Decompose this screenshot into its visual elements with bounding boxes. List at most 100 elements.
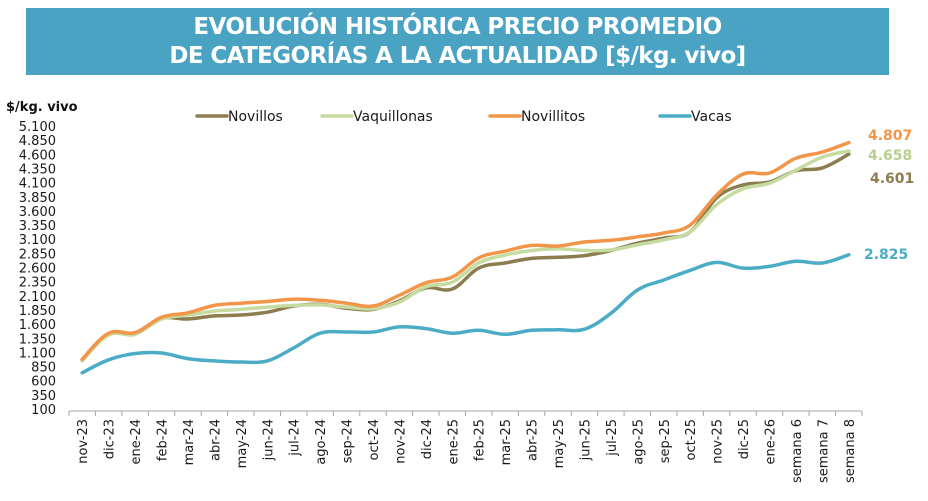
data-point-vacas	[160, 351, 163, 354]
y-tick-label: 100	[31, 403, 56, 418]
series-line-novillitos	[80, 140, 851, 361]
x-tick-label: ene-24	[129, 419, 144, 464]
x-tick-label: mar-24	[182, 419, 197, 465]
data-point-vaquillonas	[398, 301, 401, 304]
x-tick-label: ago-25	[631, 419, 646, 465]
data-point-vacas	[715, 261, 718, 264]
data-point-novillitos	[689, 224, 692, 227]
data-point-vacas	[689, 269, 692, 272]
data-point-novillitos	[794, 157, 797, 160]
chart-title-banner: EVOLUCIÓN HISTÓRICA PRECIO PROMEDIO DE C…	[26, 8, 889, 75]
data-point-vaquillonas	[319, 303, 322, 306]
end-label-novillos: 4.601	[870, 171, 914, 187]
x-tick-label: dic-25	[737, 419, 752, 459]
y-tick-label: 3.100	[19, 233, 56, 248]
data-point-vacas	[134, 352, 137, 355]
data-point-vaquillonas	[504, 254, 507, 257]
data-point-vaquillonas	[292, 304, 295, 307]
x-tick-label: nov-23	[76, 419, 91, 464]
data-point-novillitos	[134, 331, 137, 334]
data-point-vaquillonas	[794, 169, 797, 172]
y-tick-label: 600	[31, 375, 56, 390]
data-point-vacas	[266, 359, 269, 362]
data-point-novillos	[213, 314, 216, 317]
chart-title-line-2: DE CATEGORÍAS A LA ACTUALIDAD [$/kg. viv…	[169, 42, 746, 69]
data-point-vaquillonas	[345, 306, 348, 309]
x-tick-label: jun-25	[578, 419, 593, 461]
series-lines	[80, 140, 851, 375]
x-tick-label: abr-25	[526, 419, 541, 461]
data-point-novillos	[239, 314, 242, 317]
data-point-vacas	[847, 253, 850, 256]
end-label-vaquillonas: 4.658	[868, 148, 912, 164]
data-point-vaquillonas	[424, 285, 427, 288]
legend-label-vacas: Vacas	[691, 109, 732, 125]
data-point-vacas	[81, 371, 84, 374]
end-value-labels: 4.601 4.658 4.807 2.825	[864, 128, 914, 263]
data-point-vacas	[292, 346, 295, 349]
x-tick-label: semana 6	[790, 419, 805, 483]
y-tick-label: 3.350	[19, 219, 56, 234]
data-point-vaquillonas	[451, 281, 454, 284]
x-tick-label: nov-24	[393, 419, 408, 464]
data-point-novillos	[821, 166, 824, 169]
legend-label-novillos: Novillos	[228, 109, 283, 125]
data-point-novillitos	[186, 311, 189, 314]
data-point-vaquillonas	[662, 238, 665, 241]
data-point-vacas	[821, 261, 824, 264]
x-tick-label: ago-24	[314, 419, 329, 465]
x-tick-label: oct-24	[367, 419, 382, 460]
data-point-vacas	[504, 333, 507, 336]
data-point-novillos	[477, 267, 480, 270]
y-axis: 1003506008501.1001.3501.6001.8502.1002.3…	[19, 120, 56, 418]
x-tick-label: may-25	[552, 419, 567, 468]
legend: Novillos Vaquillonas Novillitos Vacas	[195, 109, 732, 125]
x-tick-label: may-24	[235, 419, 250, 468]
data-point-vaquillonas	[239, 308, 242, 311]
data-point-novillitos	[847, 141, 850, 144]
series-line-novillos	[80, 152, 851, 363]
data-point-novillitos	[768, 171, 771, 174]
data-point-vaquillonas	[689, 230, 692, 233]
y-tick-label: 4.350	[19, 162, 56, 177]
chart-title-line-1: EVOLUCIÓN HISTÓRICA PRECIO PROMEDIO	[193, 13, 722, 40]
data-point-vacas	[451, 332, 454, 335]
data-point-vacas	[186, 357, 189, 360]
x-tick-label: mar-25	[499, 419, 514, 465]
data-point-vacas	[477, 329, 480, 332]
data-point-vacas	[662, 278, 665, 281]
data-point-novillos	[186, 318, 189, 321]
y-tick-label: 3.600	[19, 205, 56, 220]
data-point-vacas	[768, 265, 771, 268]
data-point-vacas	[742, 267, 745, 270]
data-point-vacas	[424, 327, 427, 330]
x-tick-label: feb-24	[156, 419, 171, 461]
data-point-vacas	[794, 260, 797, 263]
y-tick-label: 1.100	[19, 346, 56, 361]
data-point-novillitos	[742, 173, 745, 176]
data-point-novillos	[742, 183, 745, 186]
data-point-vaquillonas	[847, 150, 850, 153]
data-point-novillitos	[636, 235, 639, 238]
data-point-novillitos	[477, 256, 480, 259]
x-tick-label: feb-25	[473, 419, 488, 461]
y-tick-label: 2.100	[19, 290, 56, 305]
x-tick-label: ene-25	[446, 419, 461, 464]
x-tick-label: ene-26	[763, 419, 778, 464]
data-point-novillitos	[319, 299, 322, 302]
data-point-vaquillonas	[266, 306, 269, 309]
data-point-novillitos	[266, 300, 269, 303]
data-point-vaquillonas	[609, 248, 612, 251]
data-point-novillitos	[398, 294, 401, 297]
x-tick-label: dic-23	[103, 419, 118, 459]
data-point-novillos	[530, 257, 533, 260]
x-tick-label: nov-25	[711, 419, 726, 464]
legend-label-novillitos: Novillitos	[521, 109, 585, 125]
data-point-novillitos	[530, 244, 533, 247]
data-point-vacas	[557, 328, 560, 331]
x-tick-label: semana 7	[816, 419, 831, 483]
series-line-vaquillonas	[80, 149, 851, 363]
data-point-novillitos	[81, 358, 84, 361]
data-point-vacas	[319, 332, 322, 335]
